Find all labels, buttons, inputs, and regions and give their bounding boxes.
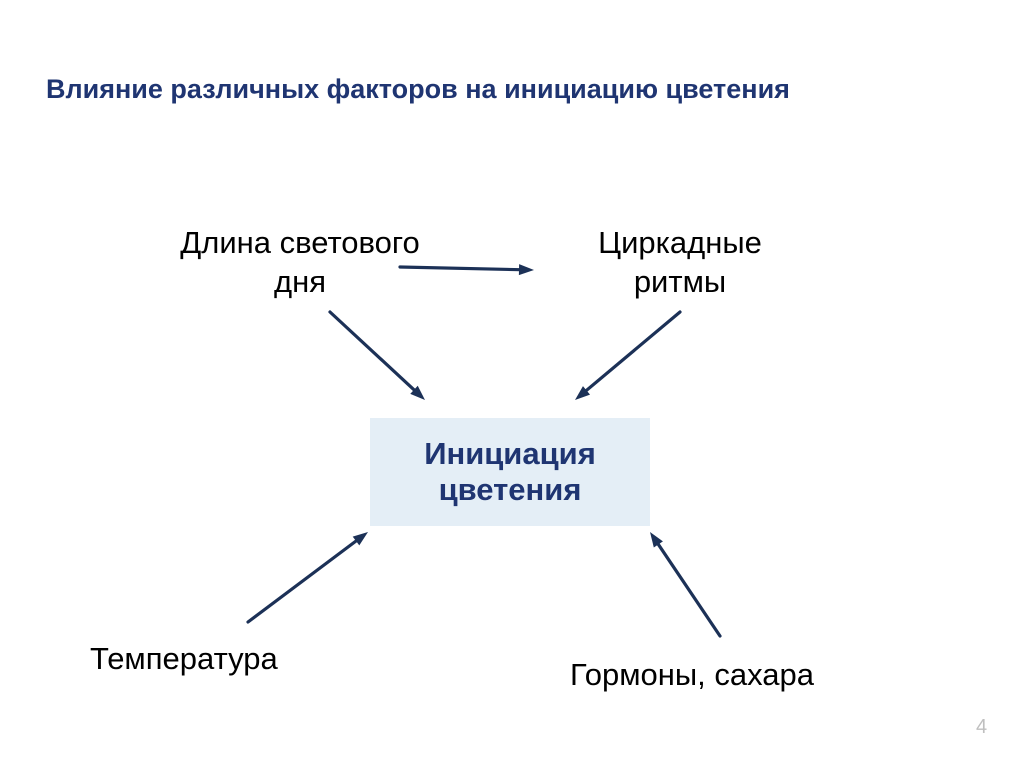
slide: Влияние различных факторов на инициацию … [0,0,1024,767]
page-number: 4 [976,716,987,739]
node-daylength: Длина светового дня [160,224,440,302]
node-temperature: Температура [90,640,350,679]
node-circadian-line2: ритмы [634,264,726,299]
center-box: Инициация цветения [370,418,650,526]
node-daylength-line1: Длина светового [180,225,420,260]
node-daylength-line2: дня [274,264,326,299]
center-box-line1: Инициация [424,436,596,471]
node-hormones: Гормоны, сахара [570,656,890,695]
node-circadian: Циркадные ритмы [560,224,800,302]
center-box-label: Инициация цветения [424,436,596,508]
center-box-line2: цветения [439,472,582,507]
slide-title: Влияние различных факторов на инициацию … [46,74,790,105]
node-circadian-line1: Циркадные [598,225,762,260]
